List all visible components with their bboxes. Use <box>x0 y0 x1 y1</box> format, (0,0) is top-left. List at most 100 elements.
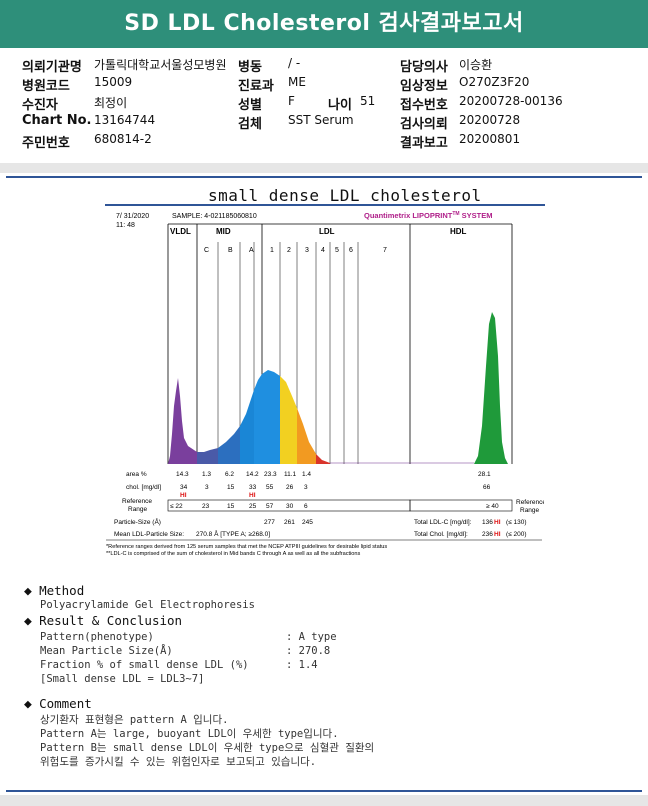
chol-1: 55 <box>266 484 274 491</box>
comment-line: Pattern B는 small dense LDL이 우세한 type으로 심… <box>40 742 375 754</box>
band-7: 7 <box>383 247 387 254</box>
result-heading: ◆ Result & Conclusion <box>24 613 183 629</box>
band-4: 4 <box>321 247 325 254</box>
curve-ldl-4 <box>316 454 330 464</box>
band-5: 5 <box>335 247 339 254</box>
result-label-size: Mean Particle Size(Å) <box>40 645 173 657</box>
band-6: 6 <box>349 247 353 254</box>
group-mid: MID <box>216 227 231 236</box>
method-heading: ◆ Method <box>24 583 85 599</box>
mean-size-value: 270.8 Å [TYPE A; ≥268.0] <box>196 529 270 538</box>
clinical-label: 임상정보 <box>400 79 448 94</box>
curve-ldl-2 <box>280 376 297 464</box>
institution-value: 가톨릭대학교서울성모병원 <box>94 58 227 72</box>
group-vldl: VLDL <box>170 227 191 236</box>
total-chol-label: Total Chol. [mg/dl]: <box>414 531 468 538</box>
diamond-bullet-icon: ◆ <box>24 584 32 599</box>
resident-id-label: 주민번호 <box>22 136 70 151</box>
institution-label: 의뢰기관명 <box>22 60 82 75</box>
dept-value: ME <box>288 75 306 89</box>
ref-c: 23 <box>202 503 210 510</box>
reference-row: Reference Range ≤ 22 23 15 25 57 30 6 ≥ … <box>122 498 546 514</box>
area-label: area % <box>126 471 147 478</box>
chol-row: chol. [mg/dl] 34 3 15 33 55 26 3 66 HI H… <box>126 484 491 499</box>
psize-3: 245 <box>302 519 313 526</box>
ref-label-right: Reference <box>516 499 544 506</box>
group-labels: VLDL MID LDL HDL <box>170 227 467 236</box>
diamond-bullet-icon: ◆ <box>24 697 32 712</box>
chol-3: 3 <box>304 484 308 491</box>
diamond-bullet-icon: ◆ <box>24 614 32 629</box>
examinee-label: 수진자 <box>22 98 58 113</box>
chart-date: 7/ 31/2020 <box>116 213 149 220</box>
group-ldl: LDL <box>319 227 335 236</box>
footnote-2: **LDL-C is comprised of the sum of chole… <box>106 551 361 557</box>
comment-heading: ◆ Comment <box>24 696 92 712</box>
chart-heading: small dense LDL cholesterol <box>208 186 482 205</box>
request-date-label: 검사의뢰 <box>400 117 448 132</box>
area-2: 11.1 <box>284 471 297 478</box>
total-chol-hi: HI <box>494 531 501 538</box>
result-label-pattern: Pattern(phenotype) <box>40 631 154 643</box>
result-note: [Small dense LDL = LDL3~7] <box>40 673 205 685</box>
curve-hdl <box>474 312 508 464</box>
ref-label-range: Range <box>128 506 148 513</box>
ref-2: 30 <box>286 503 294 510</box>
psize-label: Particle-Size (Å) <box>114 517 161 526</box>
age-value: 51 <box>360 94 376 108</box>
section-bar <box>0 163 648 173</box>
examinee-value: 최정이 <box>94 96 128 110</box>
brand-label: Quantimetrix LIPOPRINTTM SYSTEM <box>364 211 493 220</box>
chol-a: 33 <box>249 484 257 491</box>
curve-vldl <box>168 378 197 464</box>
sex-value: F <box>288 94 295 108</box>
sex-label: 성별 <box>238 98 262 113</box>
chart-no-label: Chart No. <box>22 113 92 128</box>
ref-label: Reference <box>122 498 152 505</box>
result-value-pattern: : A type <box>286 631 337 643</box>
curve-mid-b <box>218 426 240 464</box>
resident-id-value: 680814-2 <box>94 132 152 146</box>
chol-vldl: 34 <box>180 484 188 491</box>
chol-hdl: 66 <box>483 484 491 491</box>
request-date-value: 20200728 <box>459 113 521 127</box>
area-1: 23.3 <box>264 471 277 478</box>
sample-id: SAMPLE: 4-021185060810 <box>172 213 257 220</box>
band-c: C <box>204 247 209 254</box>
report-date-label: 결과보고 <box>400 136 448 151</box>
mean-size-row: Mean LDL-Particle Size: 270.8 Å [TYPE A;… <box>114 529 527 538</box>
band-1: 1 <box>270 247 274 254</box>
ref-1: 57 <box>266 503 274 510</box>
result-value-size: : 270.8 <box>286 645 331 657</box>
receipt-label: 접수번호 <box>400 98 448 113</box>
area-a: 14.2 <box>246 471 259 478</box>
total-ldl-range: (≤ 130) <box>506 519 527 526</box>
report-title: SD LDL Cholesterol 검사결과보고서 <box>0 0 648 48</box>
mean-size-label: Mean LDL-Particle Size: <box>114 531 184 538</box>
curve-ldl-3 <box>297 408 316 464</box>
specimen-value: SST Serum <box>288 113 354 127</box>
hi-flag-a: HI <box>249 492 256 499</box>
chart-no-value: 13164744 <box>94 113 156 127</box>
clinical-value: O270Z3F20 <box>459 75 530 89</box>
comment-line: 상기환자 표현형은 pattern A 입니다. <box>40 714 229 726</box>
heading-underline <box>105 204 545 206</box>
comment-line: Pattern A는 large, buoyant LDL이 우세한 type입… <box>40 728 339 740</box>
result-value-fraction: : 1.4 <box>286 659 318 671</box>
area-3: 1.4 <box>302 471 311 478</box>
total-ldl-value: 136 <box>482 519 493 526</box>
area-row: area % 14.3 1.3 6.2 14.2 23.3 11.1 1.4 2… <box>126 471 491 478</box>
chart-time: 11: 48 <box>116 222 135 229</box>
hi-flag-vldl: HI <box>180 492 187 499</box>
electrophoresis-curve <box>168 312 508 464</box>
curve-mid-a <box>240 390 254 464</box>
age-label: 나이 <box>328 98 352 113</box>
ref-a: 25 <box>249 503 257 510</box>
band-3: 3 <box>305 247 309 254</box>
area-vldl: 14.3 <box>176 471 189 478</box>
group-hdl: HDL <box>450 227 467 236</box>
ref-label-right-range: Range <box>520 507 540 514</box>
footnote-1: *Reference ranges derived from 125 serum… <box>106 544 387 550</box>
area-hdl: 28.1 <box>478 471 491 478</box>
divider <box>6 176 642 178</box>
